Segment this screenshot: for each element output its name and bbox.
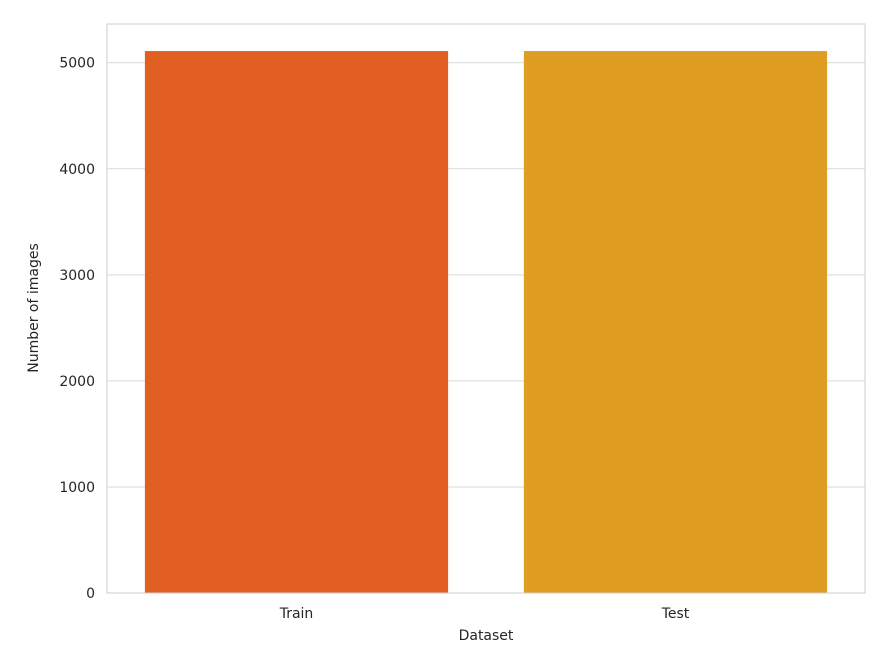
x-axis-label: Dataset: [459, 628, 514, 644]
x-tick-labels: Train Test: [279, 606, 690, 622]
y-tick-label: 2000: [59, 374, 95, 390]
y-tick-label: 1000: [59, 480, 95, 496]
y-tick-label: 3000: [59, 268, 95, 284]
y-tick-labels: 0 1000 2000 3000 4000 5000: [59, 56, 95, 602]
bar-test: [523, 51, 828, 593]
x-tick-label-train: Train: [279, 606, 314, 622]
y-axis-label: Number of images: [26, 243, 42, 373]
bar-train: [144, 51, 449, 593]
y-tick-label: 0: [86, 586, 95, 602]
bars: [144, 51, 828, 593]
plot-frame: [106, 23, 866, 594]
y-tick-label: 5000: [59, 56, 95, 72]
y-tick-label: 4000: [59, 162, 95, 178]
x-tick-label-test: Test: [661, 606, 690, 622]
